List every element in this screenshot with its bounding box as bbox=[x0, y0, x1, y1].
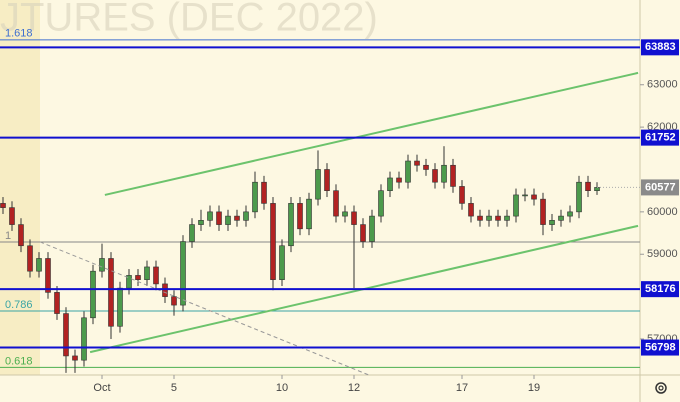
candle-body bbox=[207, 211, 213, 221]
level-label-box bbox=[641, 129, 679, 146]
candle-body bbox=[45, 258, 51, 293]
candle-body bbox=[126, 275, 132, 289]
watermark: JTURES (DEC 2022) bbox=[0, 0, 378, 40]
candle-body bbox=[423, 164, 429, 170]
fib-label: 0.618 bbox=[5, 355, 33, 367]
candle-body bbox=[306, 198, 312, 230]
candle-body bbox=[369, 215, 375, 242]
candle-body bbox=[225, 215, 231, 225]
candle-body bbox=[576, 181, 582, 213]
candle-body bbox=[567, 211, 573, 217]
candle-body bbox=[117, 287, 123, 327]
candle-body bbox=[99, 258, 105, 272]
x-tick-label: 12 bbox=[348, 382, 360, 394]
x-tick-label: 10 bbox=[276, 382, 288, 394]
candle-body bbox=[378, 190, 384, 217]
level-label: 63883 bbox=[645, 41, 676, 53]
level-label-box bbox=[641, 339, 679, 356]
candle-body bbox=[558, 215, 564, 221]
candle-body bbox=[54, 292, 60, 314]
candle-body bbox=[297, 203, 303, 230]
candle-body bbox=[531, 194, 537, 200]
settings-icon[interactable] bbox=[655, 382, 667, 394]
candle-body bbox=[360, 224, 366, 242]
candle-body bbox=[414, 160, 420, 166]
x-tick-label: Oct bbox=[93, 382, 110, 394]
candle-body bbox=[522, 194, 528, 197]
candle-body bbox=[36, 258, 42, 272]
candle-body bbox=[27, 245, 33, 272]
candle-body bbox=[72, 355, 78, 361]
candle-body bbox=[387, 177, 393, 191]
level-label: 56798 bbox=[645, 341, 676, 353]
candle-body bbox=[81, 317, 87, 361]
x-tick-label: 5 bbox=[171, 382, 177, 394]
level-label-box bbox=[641, 39, 679, 56]
candle-body bbox=[171, 296, 177, 306]
y-tick-label: 60000 bbox=[647, 206, 678, 218]
candle-body bbox=[234, 215, 240, 221]
candle-body bbox=[216, 211, 222, 225]
candle-body bbox=[477, 215, 483, 221]
level-label-box bbox=[641, 281, 679, 298]
fib-label: 1.618 bbox=[5, 28, 33, 40]
x-tick-label: 19 bbox=[528, 382, 540, 394]
candle-body bbox=[450, 164, 456, 187]
candle-body bbox=[585, 181, 591, 191]
shaded-region bbox=[0, 0, 40, 375]
last-price-box bbox=[641, 179, 679, 196]
candle-body bbox=[0, 203, 6, 208]
fib-label: 0.786 bbox=[5, 299, 33, 311]
candle-body bbox=[261, 181, 267, 204]
level-label: 61752 bbox=[645, 132, 676, 144]
fib-label: 1 bbox=[5, 230, 11, 242]
candle-body bbox=[513, 194, 519, 217]
candle-body bbox=[495, 215, 501, 221]
trend-line bbox=[104, 71, 639, 196]
trend-line bbox=[39, 241, 371, 376]
candle-body bbox=[351, 211, 357, 225]
candle-body bbox=[504, 215, 510, 221]
level-label: 58176 bbox=[645, 283, 676, 295]
candle-body bbox=[270, 203, 276, 280]
candle-body bbox=[63, 313, 69, 357]
candle-body bbox=[342, 211, 348, 217]
candle-body bbox=[315, 169, 321, 200]
candle-body bbox=[9, 207, 15, 225]
candle-body bbox=[288, 203, 294, 247]
candle-body bbox=[441, 164, 447, 183]
candle-body bbox=[252, 181, 258, 213]
candle-body bbox=[153, 266, 159, 285]
candle-body bbox=[324, 169, 330, 191]
candle-body bbox=[549, 220, 555, 225]
candle-body bbox=[144, 266, 150, 280]
candle-body bbox=[432, 169, 438, 183]
candle-body bbox=[162, 283, 168, 297]
last-price-label: 60577 bbox=[645, 181, 676, 193]
candle-body bbox=[243, 211, 249, 221]
candle-body bbox=[486, 215, 492, 221]
candle-body bbox=[189, 224, 195, 242]
candle-body bbox=[90, 270, 96, 319]
candle-body bbox=[198, 220, 204, 225]
candle-body bbox=[135, 275, 141, 280]
candle-body bbox=[405, 160, 411, 183]
candle-body bbox=[180, 241, 186, 306]
candle-body bbox=[396, 177, 402, 183]
candle-body bbox=[468, 203, 474, 217]
x-tick-label: 17 bbox=[456, 382, 468, 394]
candle-body bbox=[459, 186, 465, 204]
candle-body bbox=[279, 245, 285, 280]
candle-body bbox=[108, 258, 114, 327]
y-tick-label: 63000 bbox=[647, 79, 678, 91]
candle-body bbox=[540, 198, 546, 225]
candle-body bbox=[333, 190, 339, 217]
y-tick-label: 59000 bbox=[647, 248, 678, 260]
candle-body bbox=[18, 224, 24, 247]
